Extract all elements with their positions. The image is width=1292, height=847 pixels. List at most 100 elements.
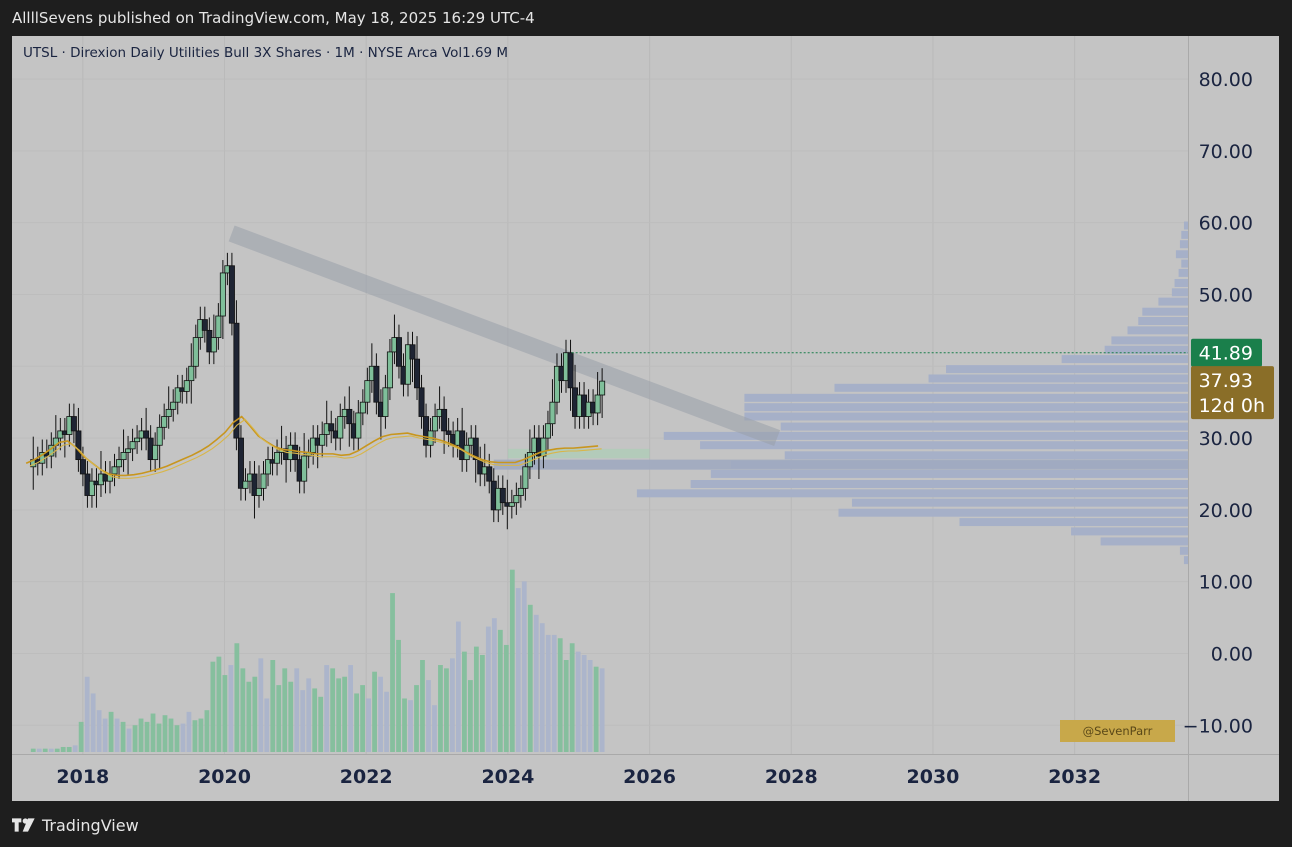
candle-body-47 (242, 480, 249, 489)
candle-body-89 (432, 416, 439, 432)
volume-bar-54 (354, 693, 360, 752)
price-tick-label-6: 20.00 (1199, 500, 1253, 522)
volume-bar-47 (312, 688, 318, 752)
candle-body-109 (522, 466, 529, 489)
time-tick-label-7: 2032 (1048, 766, 1101, 788)
volume-bar-32 (222, 675, 228, 752)
candle-body-74 (364, 380, 371, 403)
candle-body-20 (120, 452, 127, 461)
volume-bar-76 (485, 626, 491, 752)
volume-profile-row-7 (1171, 288, 1188, 297)
volume-profile-row-17 (834, 383, 1188, 392)
candle-body-35 (188, 365, 195, 382)
price-tick-label-5: 30.00 (1199, 428, 1253, 450)
candle-body-101 (486, 466, 493, 482)
volume-profile-row-10 (1138, 317, 1188, 326)
candle-body-34 (183, 380, 190, 392)
candle-body-113 (540, 437, 547, 457)
candle-body-119 (567, 352, 574, 389)
volume-bar-26 (186, 711, 192, 752)
volume-bar-65 (420, 660, 425, 752)
volume-bar-16 (126, 728, 132, 752)
volume-profile-row-29 (851, 498, 1188, 507)
chart-frame[interactable]: 80.00 70.00 60.00 50.00 30.00 20.00 10.00 0.00 −… (12, 36, 1279, 801)
candle-body-30 (165, 408, 172, 417)
volume-bar-73 (467, 680, 473, 752)
volume-profile-row-6 (1174, 278, 1188, 287)
candle-body-46 (237, 437, 244, 489)
volume-profile-row-9 (1142, 307, 1188, 316)
candle-body-108 (517, 487, 524, 496)
volume-profile-row-23 (700, 441, 1188, 450)
volume-bar-40 (270, 660, 276, 752)
candle-body-50 (255, 487, 262, 496)
volume-profile-row-16 (928, 374, 1188, 383)
candle-body-27 (152, 444, 159, 461)
volume-profile-row-11 (1127, 326, 1188, 335)
candle-body-115 (549, 401, 556, 425)
candle-body-19 (116, 459, 123, 468)
time-tick-label-2: 2022 (340, 766, 393, 788)
candle-body-106 (508, 502, 515, 507)
volume-bar-74 (473, 646, 479, 752)
volume-bar-83 (527, 604, 533, 752)
volume-bar-57 (372, 671, 377, 752)
volume-bar-66 (426, 680, 431, 752)
volume-bar-11 (96, 710, 102, 752)
volume-bar-36 (246, 681, 252, 752)
candle-body-68 (337, 416, 344, 439)
price-tick-label-1: 70.00 (1199, 141, 1253, 163)
volume-bar-86 (545, 634, 551, 752)
symbol-legend[interactable]: UTSL · Direxion Daily Utilities Bull 3X … (23, 45, 509, 61)
candle-body-41 (215, 315, 222, 338)
volume-bar-63 (408, 700, 413, 752)
candle-body-13 (88, 480, 95, 496)
volume-profile-row-2 (1179, 240, 1188, 249)
candle-body-64 (319, 434, 326, 446)
candle-body-91 (441, 408, 448, 432)
volume-bar-24 (174, 725, 180, 752)
volume-profile-row-27 (690, 480, 1188, 488)
candle-body-114 (544, 423, 551, 439)
candle-body-40 (210, 337, 217, 353)
candle-body-44 (228, 265, 235, 324)
volume-bar-49 (324, 665, 330, 752)
lower-zone-band (493, 459, 1188, 470)
candle-body-66 (328, 423, 335, 432)
volume-profile-row-22 (663, 431, 1188, 440)
volume-bar-23 (168, 718, 174, 752)
volume-profile-row-4 (1181, 259, 1188, 268)
chart-svg[interactable]: 80.00 70.00 60.00 50.00 30.00 20.00 10.00 0.00 −… (12, 36, 1279, 801)
volume-bar-5 (60, 746, 66, 752)
volume-profile-row-21 (780, 422, 1188, 431)
volume-bar-15 (120, 721, 126, 752)
price-tick-label-9: −10.00 (1183, 715, 1253, 737)
volume-bar-60 (390, 593, 395, 752)
volume-bar-90 (569, 643, 575, 752)
volume-bar-30 (210, 661, 216, 752)
publisher-header: AllllSevens published on TradingView.com… (0, 0, 1292, 36)
candle-body-76 (373, 365, 380, 403)
candle-body-32 (174, 387, 181, 403)
volume-bar-87 (551, 634, 557, 752)
current-price-label: 37.93 (1199, 370, 1253, 392)
candle-body-36 (192, 337, 199, 367)
volume-bar-77 (491, 618, 497, 752)
volume-bar-21 (156, 723, 162, 752)
moving-average-line (25, 415, 599, 477)
volume-profile-row-35 (1183, 556, 1188, 565)
candle-body-51 (260, 473, 267, 489)
candle-body-92 (445, 430, 452, 435)
volume-bar-44 (294, 668, 300, 752)
time-tick-label-5: 2028 (765, 766, 818, 788)
volume-bar-50 (330, 668, 336, 752)
candle-body-104 (499, 487, 506, 504)
watermark-badge: @SevenParr (1060, 720, 1175, 742)
candle-body-79 (386, 351, 393, 389)
footer[interactable]: TradingView (12, 812, 139, 838)
volume-bar-46 (306, 678, 312, 752)
volume-bar-33 (228, 665, 234, 752)
volume-bar-81 (515, 588, 521, 752)
volume-bar-78 (497, 629, 503, 752)
volume-bar-39 (264, 698, 270, 752)
